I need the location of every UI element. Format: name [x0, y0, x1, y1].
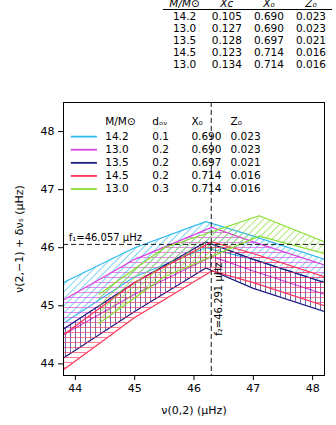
html-text:0.127: 0.127	[211, 22, 242, 34]
svg-text:0.1: 0.1	[152, 130, 169, 142]
svg-text:X₀: X₀	[191, 115, 202, 127]
html-text:0.714: 0.714	[253, 46, 284, 58]
svg-text:ν(2,−1) + δνₛ (μHz): ν(2,−1) + δνₛ (μHz)	[13, 185, 26, 293]
html-text:0.016: 0.016	[295, 58, 326, 70]
svg-text:0.714: 0.714	[191, 169, 221, 181]
html-text:13.5: 13.5	[172, 34, 197, 46]
html-text:0.016: 0.016	[295, 46, 326, 58]
svg-text:48: 48	[306, 382, 320, 395]
svg-text:48: 48	[41, 125, 55, 138]
html-text:0.023: 0.023	[295, 22, 326, 34]
svg-text:47: 47	[246, 382, 260, 395]
svg-text:46: 46	[187, 382, 201, 395]
svg-text:ν(0,2) (μHz): ν(0,2) (μHz)	[161, 404, 226, 417]
html-text:0.128: 0.128	[211, 34, 242, 46]
svg-text:f₁=46.057 μHz: f₁=46.057 μHz	[69, 232, 142, 243]
html-text:0.690: 0.690	[253, 10, 284, 22]
html-text:0.021: 0.021	[295, 34, 326, 46]
svg-text:0.3: 0.3	[152, 182, 169, 194]
svg-text:47: 47	[41, 183, 55, 196]
svg-text:46: 46	[41, 241, 55, 254]
svg-text:M/M⊙: M/M⊙	[105, 115, 135, 127]
html-text:14.5: 14.5	[172, 46, 197, 58]
html-text:0.023: 0.023	[295, 10, 326, 22]
html-text:14.2: 14.2	[172, 10, 197, 22]
svg-text:14.2: 14.2	[105, 130, 128, 142]
svg-text:13.0: 13.0	[105, 143, 128, 155]
svg-text:44: 44	[41, 357, 55, 370]
svg-text:14.5: 14.5	[105, 169, 128, 181]
svg-text:0.690: 0.690	[191, 130, 221, 142]
svg-text:0.2: 0.2	[152, 169, 169, 181]
svg-text:0.016: 0.016	[231, 182, 261, 194]
svg-text:0.690: 0.690	[191, 143, 221, 155]
svg-text:0.2: 0.2	[152, 156, 169, 168]
html-text:0.134: 0.134	[211, 58, 242, 70]
svg-text:45: 45	[41, 299, 55, 312]
html-text:0.123: 0.123	[211, 46, 242, 58]
html-text:0.714: 0.714	[253, 58, 284, 70]
svg-text:0.2: 0.2	[152, 143, 169, 155]
svg-text:0.023: 0.023	[231, 130, 261, 142]
svg-text:Z₀: Z₀	[231, 115, 242, 127]
svg-text:dₒᵥ: dₒᵥ	[152, 115, 167, 127]
html-text:0.697: 0.697	[253, 34, 284, 46]
svg-text:44: 44	[68, 382, 82, 395]
svg-text:0.021: 0.021	[231, 156, 261, 168]
html-text:0.690: 0.690	[253, 22, 284, 34]
svg-text:f₂=46.291 μHz: f₂=46.291 μHz	[213, 262, 224, 335]
svg-text:45: 45	[128, 382, 142, 395]
svg-text:0.023: 0.023	[231, 143, 261, 155]
svg-text:13.0: 13.0	[105, 182, 128, 194]
html-text:13.0: 13.0	[172, 22, 197, 34]
html-text:0.105: 0.105	[211, 10, 242, 22]
svg-text:0.714: 0.714	[191, 182, 221, 194]
svg-text:13.5: 13.5	[105, 156, 128, 168]
svg-text:0.697: 0.697	[191, 156, 221, 168]
svg-text:0.016: 0.016	[231, 169, 261, 181]
html-text:13.0: 13.0	[172, 58, 197, 70]
